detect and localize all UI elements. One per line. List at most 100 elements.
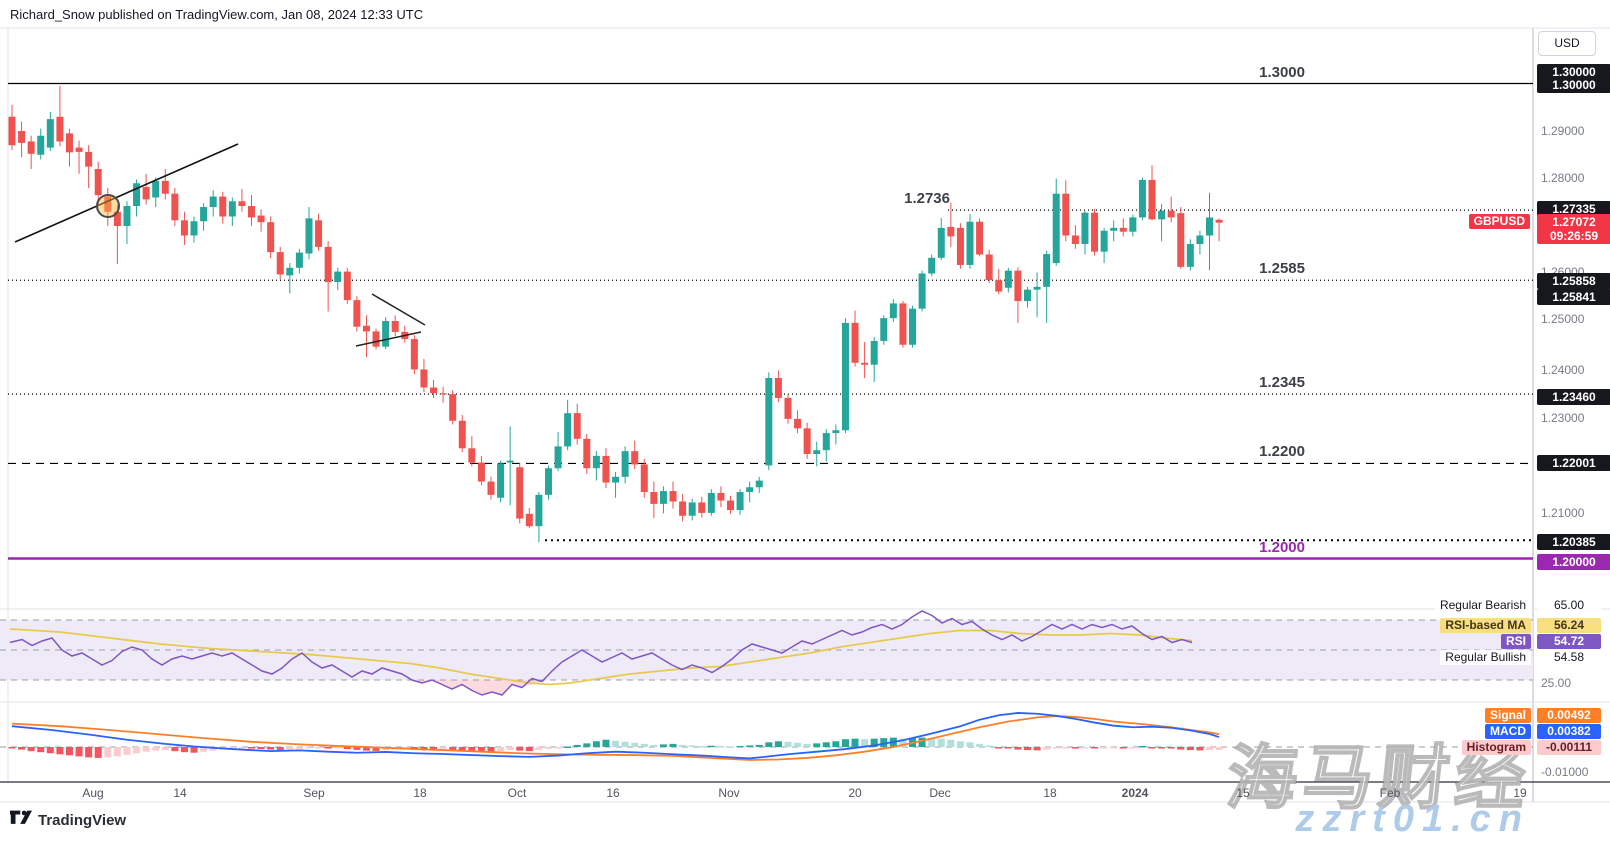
candle-body	[525, 513, 533, 527]
macd-histogram-bar	[65, 747, 73, 756]
macd-histogram-bar	[774, 741, 782, 747]
macd-histogram-bar	[1148, 747, 1156, 749]
candle-body	[123, 206, 131, 226]
candle-body	[468, 448, 476, 463]
candle-body	[717, 492, 725, 501]
candle-body	[439, 393, 447, 395]
candle-body	[516, 467, 524, 519]
macd-histogram-bar	[315, 747, 323, 749]
candle-body	[1119, 227, 1127, 232]
macd-histogram-bar	[813, 743, 821, 747]
macd-histogram-bar	[899, 738, 907, 747]
macd-histogram-bar	[707, 745, 715, 748]
candle-body	[1043, 254, 1051, 287]
macd-histogram-bar	[487, 747, 495, 753]
candle-body	[947, 226, 955, 237]
candle-body	[305, 218, 313, 254]
macd-histogram-bar	[937, 738, 945, 747]
candle-body	[544, 468, 552, 495]
macd-histogram-bar	[248, 747, 255, 749]
candle-body	[65, 133, 73, 153]
macd-histogram-bar	[343, 747, 351, 750]
candle-body	[784, 397, 792, 419]
candle-body	[832, 430, 840, 434]
macd-histogram-bar	[113, 747, 121, 757]
macd-histogram-bar	[832, 741, 840, 747]
macd-histogram-bar	[784, 741, 792, 747]
macd-histogram-bar	[717, 745, 725, 748]
candle-body	[554, 446, 562, 469]
candle-body	[362, 325, 370, 332]
macd-histogram-bar	[267, 747, 275, 750]
macd-histogram-bar	[75, 747, 83, 757]
macd-histogram-bar	[228, 747, 236, 749]
macd-pane	[0, 712, 1533, 761]
macd-histogram-bar	[822, 742, 830, 747]
candle-body	[659, 491, 667, 504]
candle-body	[573, 413, 581, 439]
macd-histogram-bar	[573, 744, 581, 747]
candle-body	[1110, 227, 1118, 231]
macd-histogram-bar	[861, 739, 869, 747]
candle-body	[267, 222, 275, 253]
candle-body	[1014, 270, 1022, 302]
candle-body	[142, 187, 150, 200]
macd-histogram-bar	[295, 747, 303, 750]
candle-body	[937, 227, 945, 258]
macd-histogram-bar	[640, 743, 648, 747]
candle-body	[1215, 219, 1223, 223]
macd-histogram-bar	[669, 743, 677, 747]
macd-histogram-bar	[1138, 745, 1146, 748]
macd-histogram-bar	[679, 744, 687, 747]
candle-body	[382, 321, 390, 347]
candle-body	[324, 246, 332, 283]
candle-body	[477, 462, 485, 482]
candle-body	[1004, 270, 1012, 288]
macd-histogram-bar	[1004, 747, 1012, 749]
candle-body	[18, 131, 26, 143]
candle-body	[746, 487, 754, 492]
candle-body	[899, 303, 907, 345]
macd-histogram-bar	[1081, 747, 1089, 749]
macd-histogram-bar	[324, 747, 332, 749]
candle-body	[774, 378, 782, 398]
candle-body	[956, 227, 964, 265]
macd-histogram-bar	[171, 747, 179, 752]
highlight-circle	[96, 194, 120, 218]
macd-histogram-bar	[362, 747, 370, 751]
candle-body	[286, 267, 294, 276]
candle-body	[1206, 217, 1213, 236]
candle-body	[430, 387, 438, 394]
macd-histogram-bar	[497, 747, 505, 752]
candle-body	[583, 438, 591, 469]
candle-body	[592, 455, 600, 469]
level-lines	[8, 82, 1533, 560]
watermark-url: zzrt01.cn	[1295, 798, 1530, 840]
macd-histogram-bar	[18, 747, 26, 750]
macd-histogram-bar	[449, 747, 457, 751]
candle-body	[1129, 217, 1137, 232]
macd-histogram-bar	[200, 747, 208, 752]
macd-histogram-bar	[659, 744, 667, 747]
candle-body	[190, 221, 198, 236]
macd-histogram-bar	[727, 746, 734, 748]
candles-layer	[8, 85, 1223, 543]
macd-histogram-bar	[94, 747, 102, 758]
candle-body	[180, 220, 188, 236]
macd-histogram-bar	[736, 745, 744, 748]
candle-body	[200, 207, 208, 222]
macd-histogram-bar	[554, 747, 562, 749]
candle-body	[679, 501, 687, 516]
macd-histogram-bar	[238, 747, 246, 749]
macd-histogram-bar	[180, 747, 188, 753]
candle-body	[506, 460, 514, 463]
candle-body	[995, 280, 1003, 292]
candle-body	[104, 196, 112, 212]
candle-body	[209, 196, 217, 207]
candle-body	[880, 318, 888, 341]
macd-histogram-bar	[1119, 747, 1127, 749]
rsi-oversold-fill	[412, 680, 542, 695]
candle-body	[976, 221, 984, 255]
